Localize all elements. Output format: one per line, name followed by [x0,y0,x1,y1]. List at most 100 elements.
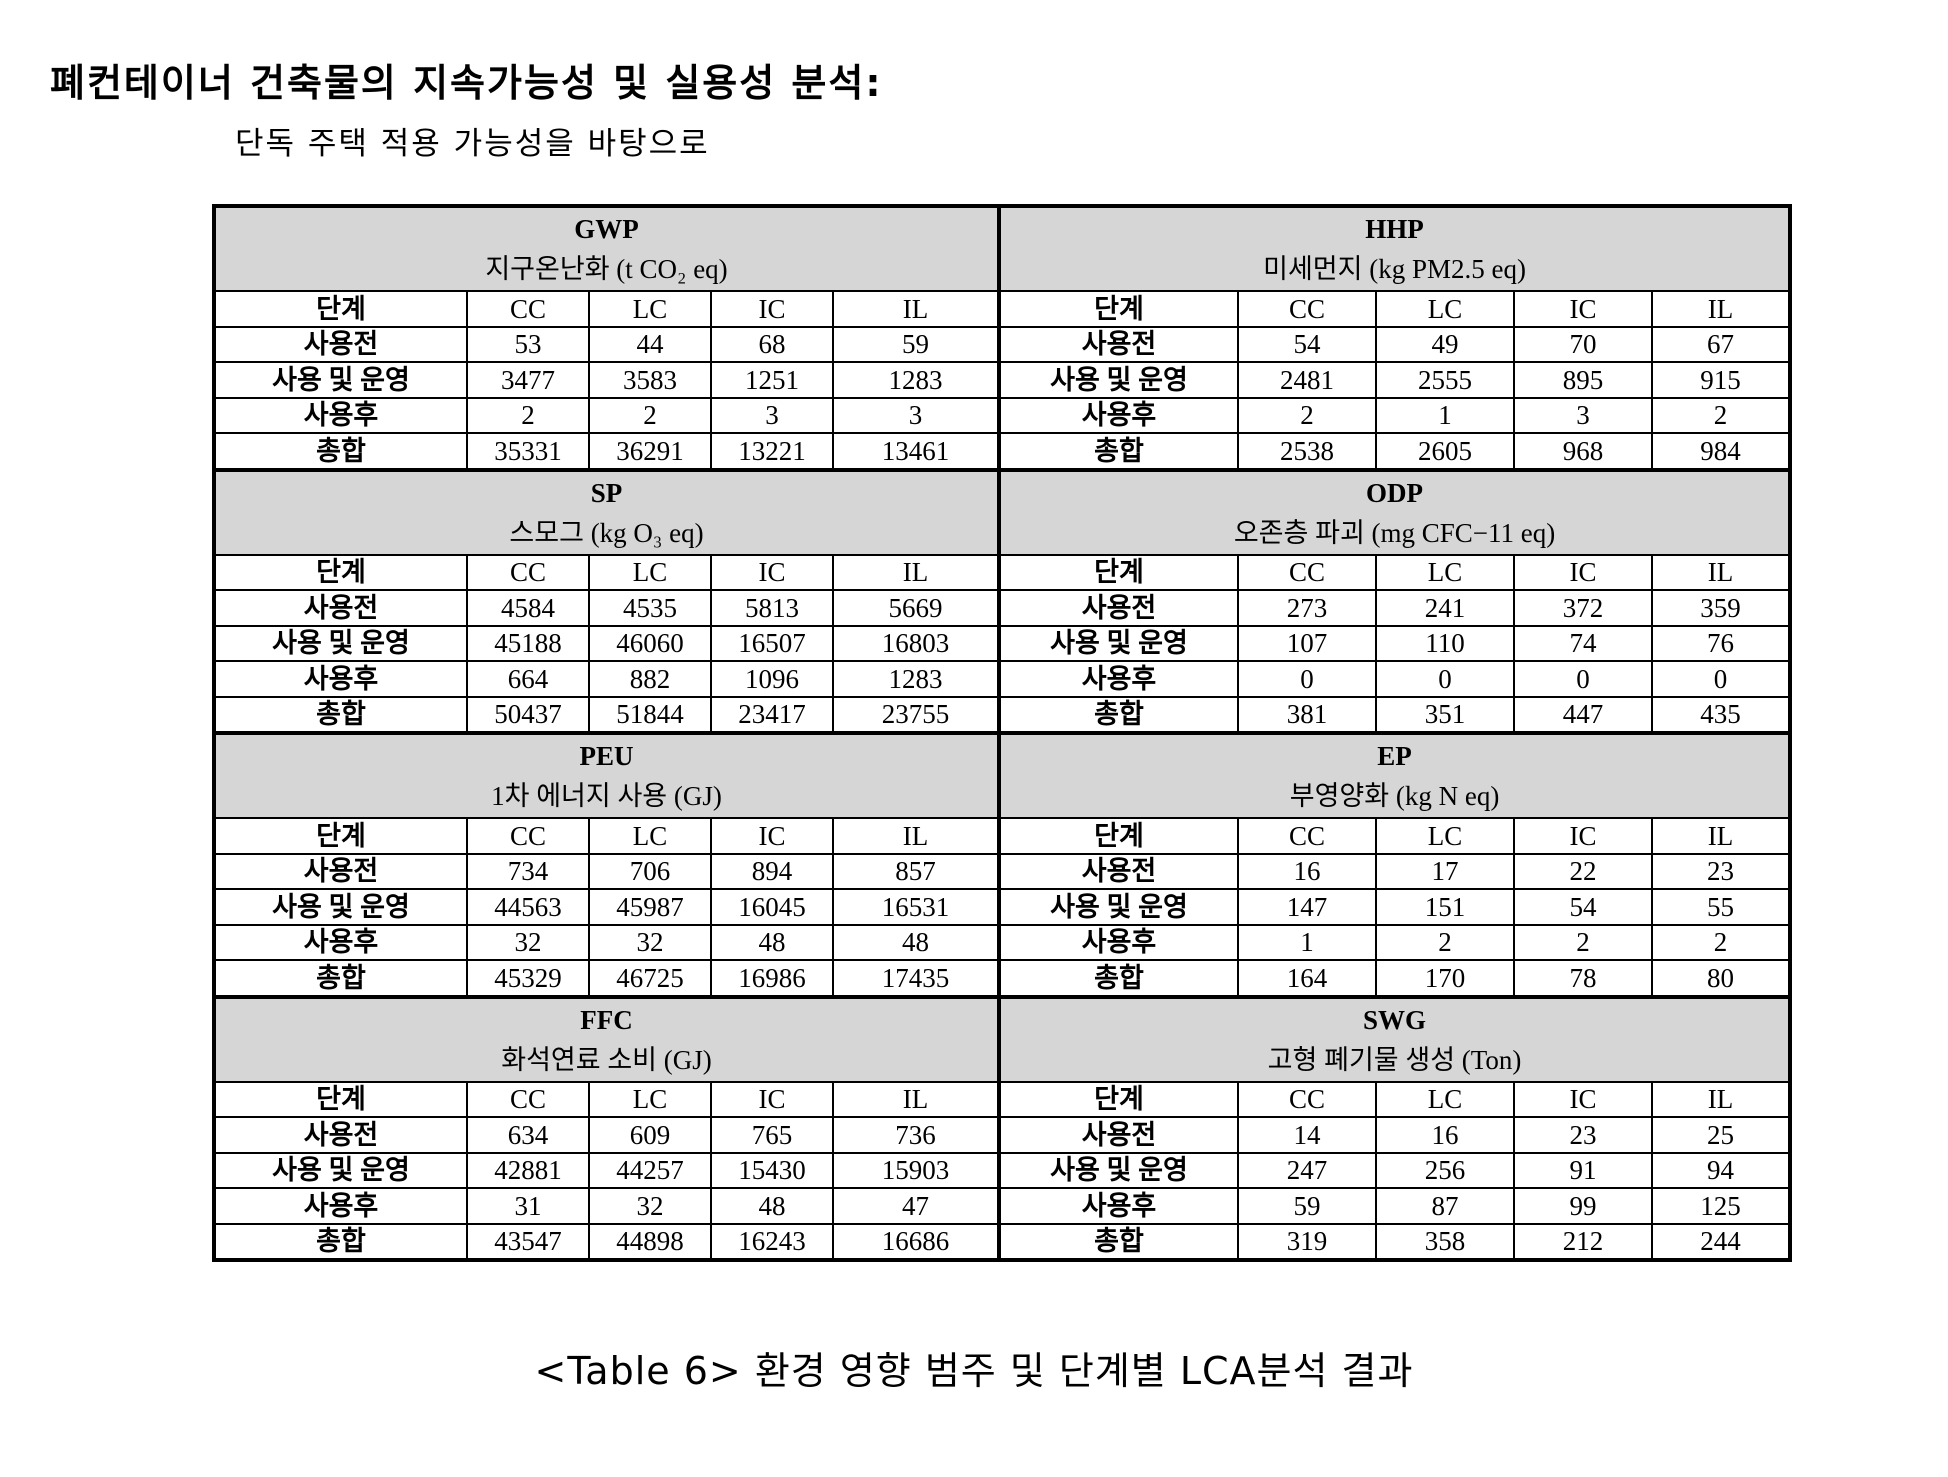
category-header: PEU 1차 에너지 사용 (GJ) [212,731,1001,819]
table-cell: 17435 [831,959,1001,998]
stage-label: 사용전 [213,589,468,627]
column-header: CC [1237,817,1378,855]
column-header: 단계 [213,817,468,855]
stage-label: 사용 및 운영 [997,361,1240,399]
table-cell: 44898 [588,1222,712,1261]
stage-label: 사용전 [213,325,468,363]
table-cell: 895 [1513,361,1654,399]
column-header: IC [710,290,834,328]
table-cell: 2481 [1237,361,1378,399]
table-row: 사용전 734 706 894 857 사용전 16 17 22 23 [213,852,1792,890]
table-cell: 32 [466,923,590,961]
stage-label: 사용 및 운영 [213,624,468,662]
table-cell: 857 [831,852,1001,890]
category-code: SP [590,477,623,508]
table-cell: 23 [1513,1116,1654,1154]
stage-label: 사용후 [997,923,1240,961]
table-cell: 3 [1513,396,1654,434]
category-header: ODP 오존층 파괴 (mg CFC−11 eq) [997,467,1792,556]
category-code: ODP [1366,477,1424,508]
table-cell: 247 [1237,1151,1378,1189]
table-cell: 32 [588,923,712,961]
category-code: HHP [1365,214,1424,244]
stage-label: 총합 [213,432,468,471]
category-header-row: FFC 화석연료 소비 (GJ) SWG 고형 폐기물 생성 (Ton) [212,994,1792,1083]
table-row: 사용후 664 882 1096 1283 사용후 0 0 0 0 [213,660,1792,698]
table-cell: 3477 [466,361,590,399]
stage-label: 총합 [213,1222,468,1261]
column-header: 단계 [213,290,468,328]
column-header: CC [1237,290,1378,328]
table-row: 사용 및 운영 44563 45987 16045 16531 사용 및 운영 147 151… [213,888,1792,926]
table-cell: 2 [1237,396,1378,434]
lca-results-table: GWP 지구온난화 (t CO₂ eq) HHP 미세먼지 (kg PM2.5 eq)… [212,204,1793,1262]
table-cell: 170 [1375,959,1516,998]
table-cell: 78 [1513,959,1654,998]
category-header: HHP 미세먼지 (kg PM2.5 eq) [997,204,1792,292]
stage-label: 사용전 [997,589,1240,627]
stage-label: 총합 [213,959,468,998]
stage-label: 사용후 [213,660,468,698]
column-header-row: 단계 CC LC IC IL 단계 CC LC IC IL [213,553,1792,591]
table-cell: 5669 [831,589,1001,627]
table-cell: 47 [831,1187,1001,1225]
table-cell: 273 [1237,589,1378,627]
table-cell: 447 [1513,695,1654,734]
table-cell: 87 [1375,1187,1516,1225]
table-cell: 736 [831,1116,1001,1154]
table-cell: 151 [1375,888,1516,926]
table-row: 사용후 2 2 3 3 사용후 2 1 3 2 [213,396,1792,434]
column-header: LC [588,290,712,328]
table-cell: 44563 [466,888,590,926]
column-header: LC [588,817,712,855]
stage-label: 사용전 [213,1116,468,1154]
table-cell: 2 [466,396,590,434]
stage-label: 총합 [213,695,468,734]
table-cell: 358 [1375,1222,1516,1261]
column-header: IC [1513,553,1654,591]
stage-label: 사용후 [213,1187,468,1225]
column-header: 단계 [213,553,468,591]
table-row: 사용전 53 44 68 59 사용전 54 49 70 67 [213,325,1792,363]
table-cell: 16045 [710,888,834,926]
column-header: CC [1237,1080,1378,1118]
table-cell: 23 [1651,852,1792,890]
table-cell: 23755 [831,695,1001,734]
table-cell: 915 [1651,361,1792,399]
table-row: 사용 및 운영 45188 46060 16507 16803 사용 및 운영 107 110… [213,624,1792,662]
category-code: PEU [579,741,634,771]
column-header: LC [1375,1080,1516,1118]
stage-label: 사용후 [213,923,468,961]
table-cell: 59 [1237,1187,1378,1225]
category-description: 부영양화 (kg N eq) [1289,781,1500,811]
table-cell: 54 [1237,325,1378,363]
stage-label: 총합 [997,695,1240,734]
column-header-row: 단계 CC LC IC IL 단계 CC LC IC IL [213,817,1792,855]
category-header-row: SP 스모그 (kg O₃ eq) ODP 오존층 파괴 (mg CFC−11 eq) [212,467,1792,556]
table-cell: 2 [1651,923,1792,961]
table-cell: 2605 [1375,432,1516,471]
category-description: 오존층 파괴 (mg CFC−11 eq) [1233,517,1556,548]
table-cell: 0 [1651,660,1792,698]
table-cell: 16 [1237,852,1378,890]
stage-label: 사용 및 운영 [997,1151,1240,1189]
table-cell: 13221 [710,432,834,471]
table-cell: 2 [1375,923,1516,961]
table-cell: 91 [1513,1151,1654,1189]
column-header: IC [710,1080,834,1118]
column-header: IC [1513,290,1654,328]
stage-label: 총합 [997,432,1240,471]
table-cell: 147 [1237,888,1378,926]
stage-label: 사용전 [213,852,468,890]
table-cell: 22 [1513,852,1654,890]
stage-label: 사용 및 운영 [997,888,1240,926]
page-title: 폐컨테이너 건축물의 지속가능성 및 실용성 분석: [50,61,883,105]
category-description: 지구온난화 (t CO₂ eq) [485,254,728,284]
category-description: 화석연료 소비 (GJ) [501,1044,712,1075]
table-cell: 241 [1375,589,1516,627]
table-cell: 359 [1651,589,1792,627]
table-row: 사용후 32 32 48 48 사용후 1 2 2 2 [213,923,1792,961]
table-cell: 55 [1651,888,1792,926]
table-cell: 2 [588,396,712,434]
table-cell: 15430 [710,1151,834,1189]
